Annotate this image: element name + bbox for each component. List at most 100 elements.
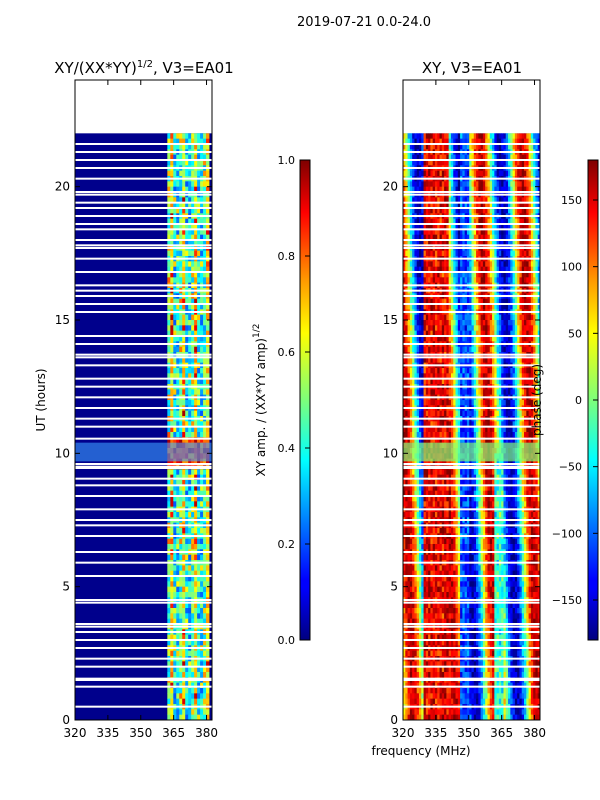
right-cell — [485, 272, 488, 278]
left-cell — [200, 714, 204, 720]
left-cell — [191, 714, 195, 720]
left-cell — [206, 138, 210, 145]
right-cell — [517, 218, 520, 225]
left-cell — [206, 229, 210, 236]
left-cell — [194, 272, 198, 278]
right-cell — [434, 224, 438, 230]
right-cell — [482, 421, 486, 428]
right-cell — [524, 218, 527, 225]
left-cell — [200, 496, 204, 502]
right-cell — [418, 144, 422, 150]
right-cell — [407, 266, 411, 273]
right-cell — [533, 170, 536, 177]
left-cell — [203, 650, 207, 657]
right-cell — [455, 170, 459, 177]
left-cell — [191, 181, 195, 188]
left-cell — [185, 272, 189, 278]
right-cell — [492, 277, 495, 284]
right-cell — [425, 421, 429, 428]
right-cell — [528, 314, 532, 321]
right-cell — [405, 304, 408, 310]
left-cell — [170, 266, 174, 273]
right-cell — [416, 325, 420, 332]
left-cell — [167, 565, 171, 572]
right-cell — [535, 224, 539, 230]
right-cell — [430, 336, 434, 342]
right-cell — [537, 277, 540, 284]
right-cell — [478, 250, 482, 257]
right-cell — [478, 325, 482, 332]
left-cell — [170, 581, 174, 588]
right-cell — [448, 277, 452, 284]
right-cell — [521, 144, 525, 150]
left-cell — [188, 240, 192, 246]
right-cell — [421, 373, 424, 380]
right-cell — [530, 218, 534, 225]
left-cell — [200, 272, 204, 278]
right-cell — [453, 277, 456, 284]
right-cell — [482, 346, 486, 353]
right-cell — [524, 160, 527, 166]
right-cell — [498, 373, 502, 380]
right-cell — [487, 250, 491, 257]
right-cell — [487, 330, 491, 337]
left-cell — [194, 250, 198, 257]
right-cell — [487, 346, 491, 353]
left-cell — [170, 240, 174, 246]
left-cell — [197, 458, 201, 465]
left-cell — [197, 410, 201, 417]
right-cell — [535, 197, 539, 204]
right-cell — [517, 160, 520, 166]
right-cell — [448, 224, 452, 230]
left-cell — [191, 512, 195, 518]
right-cell — [428, 314, 431, 321]
right-cell — [412, 421, 415, 428]
left-cell — [170, 229, 174, 236]
right-cell — [505, 368, 509, 374]
right-cell — [501, 202, 504, 209]
right-cell — [405, 336, 408, 342]
right-cell — [537, 325, 540, 332]
right-cell — [469, 266, 472, 273]
right-cell — [469, 170, 472, 177]
right-cell — [434, 186, 438, 193]
right-cell — [524, 304, 527, 310]
right-cell — [526, 314, 529, 321]
left-cell — [179, 709, 183, 716]
left-cell — [179, 197, 183, 204]
right-cell — [508, 266, 511, 273]
left-cell — [191, 709, 195, 716]
right-cell — [508, 410, 511, 417]
right-cell — [476, 314, 479, 321]
right-cell — [526, 373, 529, 380]
right-cell — [510, 346, 513, 353]
right-cell — [448, 197, 452, 204]
left-cell — [176, 640, 180, 646]
right-cell — [434, 144, 438, 150]
left-cell — [170, 661, 174, 668]
right-cell — [414, 144, 418, 150]
left-cell — [170, 512, 174, 518]
right-cell — [450, 208, 454, 214]
left-cell — [200, 709, 204, 716]
right-cell — [457, 266, 461, 273]
right-cell — [530, 208, 534, 214]
left-cell — [167, 298, 171, 305]
right-cell — [492, 389, 495, 396]
right-cell — [405, 186, 408, 193]
left-cell — [167, 592, 171, 598]
right-cell — [494, 250, 498, 257]
right-cell — [526, 357, 529, 364]
right-cell — [432, 229, 436, 236]
right-cell — [498, 378, 502, 385]
right-cell — [505, 373, 509, 380]
right-cell — [437, 320, 440, 326]
right-cell — [448, 304, 452, 310]
right-cell — [423, 325, 427, 332]
right-cell — [521, 304, 525, 310]
left-cell — [185, 138, 189, 145]
left-cell — [197, 634, 201, 641]
right-cell — [434, 170, 438, 177]
x-tick-label: 365 — [162, 726, 185, 740]
right-cell — [405, 373, 408, 380]
